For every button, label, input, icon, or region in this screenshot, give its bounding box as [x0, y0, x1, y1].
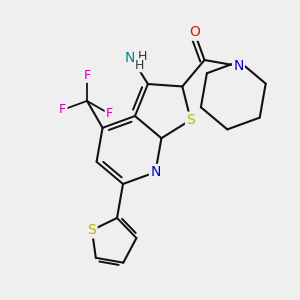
Text: S: S	[88, 223, 96, 237]
Text: H: H	[138, 50, 148, 63]
Text: F: F	[106, 107, 113, 120]
Text: H: H	[135, 59, 145, 72]
Text: F: F	[83, 69, 91, 82]
Text: N: N	[124, 51, 135, 65]
Text: N: N	[233, 59, 244, 73]
Text: F: F	[59, 103, 66, 116]
Text: O: O	[189, 26, 200, 40]
Text: N: N	[150, 165, 161, 179]
Text: S: S	[186, 113, 195, 127]
